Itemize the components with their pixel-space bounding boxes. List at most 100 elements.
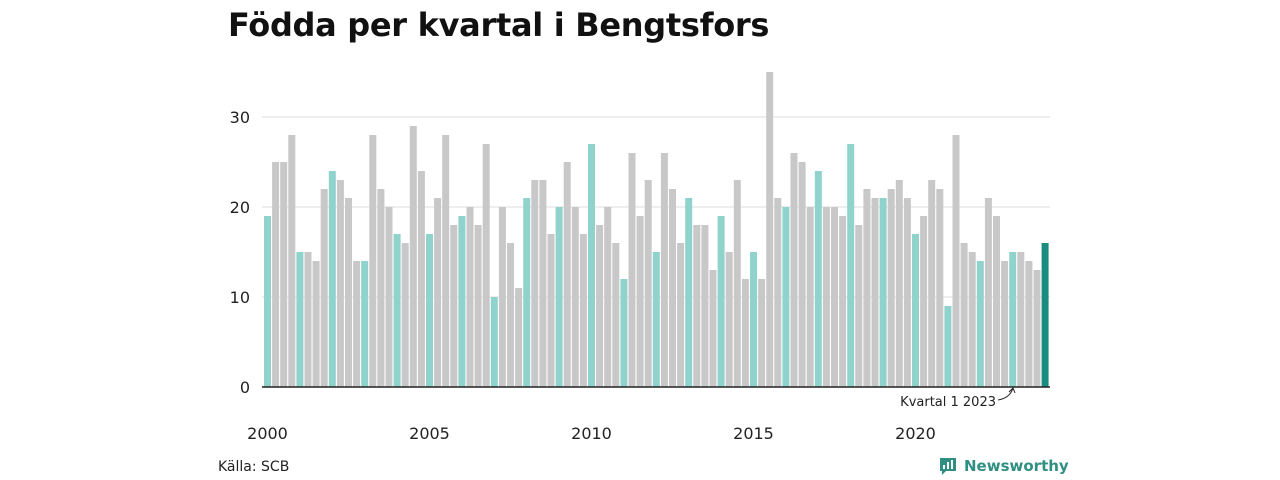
- bar: [912, 234, 919, 387]
- bar: [814, 171, 822, 387]
- bar: [1009, 252, 1017, 387]
- bar: [936, 189, 944, 387]
- bar: [976, 261, 984, 387]
- bar: [758, 279, 766, 387]
- bar: [1001, 261, 1009, 387]
- bar: [434, 198, 442, 387]
- bar: [709, 270, 717, 387]
- bar: [280, 162, 288, 387]
- bar-highlighted: [1041, 243, 1049, 387]
- bar: [685, 198, 693, 387]
- bar: [401, 243, 409, 387]
- bar: [539, 180, 547, 387]
- bar: [336, 180, 344, 387]
- bar: [312, 261, 320, 387]
- brand-logo: Newsworthy: [938, 456, 1069, 476]
- bar: [960, 243, 968, 387]
- bar: [571, 207, 579, 387]
- bar: [717, 216, 725, 387]
- bar: [782, 207, 790, 387]
- bar: [426, 234, 433, 387]
- bar: [903, 198, 911, 387]
- bar: [652, 252, 660, 387]
- bar: [1033, 270, 1041, 387]
- bar: [952, 135, 960, 387]
- bar: [596, 225, 604, 387]
- bar: [377, 189, 385, 387]
- bar: [563, 162, 571, 387]
- bar: [531, 180, 539, 387]
- chart-title: Födda per kvartal i Bengtsfors: [228, 6, 770, 44]
- bar: [288, 135, 296, 387]
- bar: [928, 180, 936, 387]
- bar: [588, 144, 595, 387]
- bar: [555, 207, 563, 387]
- bar: [887, 189, 895, 387]
- bar: [920, 216, 928, 387]
- bar: [677, 243, 685, 387]
- x-tick-label: 2000: [247, 424, 288, 443]
- bar: [871, 198, 879, 387]
- bar: [320, 189, 328, 387]
- bar: [409, 126, 417, 387]
- bar: [790, 153, 798, 387]
- y-axis-ticks: 0 10 20 30: [230, 108, 250, 397]
- bar: [847, 144, 855, 387]
- bar: [1025, 261, 1033, 387]
- bar: [798, 162, 806, 387]
- annotation-label: Kvartal 1 2023: [900, 395, 996, 410]
- bar: [693, 225, 701, 387]
- bar-chart: 0 10 20 30 2000 2005 2010 2015 2020 Kvartal 1 2…: [230, 72, 1050, 443]
- bar: [264, 216, 271, 387]
- bar: [636, 216, 644, 387]
- bar: [466, 207, 474, 387]
- x-tick-label: 2015: [733, 424, 774, 443]
- y-tick-label: 0: [240, 378, 250, 397]
- bar: [944, 306, 952, 387]
- bar: [328, 171, 336, 387]
- bar: [612, 243, 620, 387]
- bar: [660, 153, 668, 387]
- bar: [863, 189, 871, 387]
- bar: [725, 252, 733, 387]
- bar: [806, 207, 814, 387]
- bar: [345, 198, 352, 387]
- brand-name: Newsworthy: [964, 457, 1069, 475]
- bar: [644, 180, 652, 387]
- x-tick-label: 2020: [895, 424, 936, 443]
- bar: [993, 216, 1000, 387]
- source-label: Källa: SCB: [218, 459, 290, 475]
- bar: [766, 72, 774, 387]
- x-axis-ticks: 2000 2005 2010 2015 2020: [247, 424, 936, 443]
- bar: [831, 207, 838, 387]
- y-tick-label: 10: [230, 288, 250, 307]
- bar: [855, 225, 863, 387]
- bar: [523, 198, 531, 387]
- y-tick-label: 20: [230, 198, 250, 217]
- bar: [498, 207, 506, 387]
- newsworthy-logo-icon: [940, 458, 956, 475]
- bar: [620, 279, 628, 387]
- bar: [984, 198, 992, 387]
- bar: [490, 297, 498, 387]
- x-tick-label: 2005: [409, 424, 450, 443]
- bar: [272, 162, 280, 387]
- bar: [579, 234, 587, 387]
- bar: [474, 225, 482, 387]
- bar: [361, 261, 369, 387]
- bar: [515, 288, 523, 387]
- bar: [393, 234, 401, 387]
- bar: [968, 252, 976, 387]
- bar: [895, 180, 903, 387]
- bar: [669, 189, 676, 387]
- bar: [547, 234, 555, 387]
- bar: [369, 135, 377, 387]
- bars: [264, 72, 1049, 387]
- bar: [304, 252, 312, 387]
- bar: [442, 135, 450, 387]
- bar: [1017, 252, 1025, 387]
- annotation-arrow: [997, 387, 1016, 401]
- bar: [458, 216, 466, 387]
- bar: [417, 171, 425, 387]
- bar: [750, 252, 757, 387]
